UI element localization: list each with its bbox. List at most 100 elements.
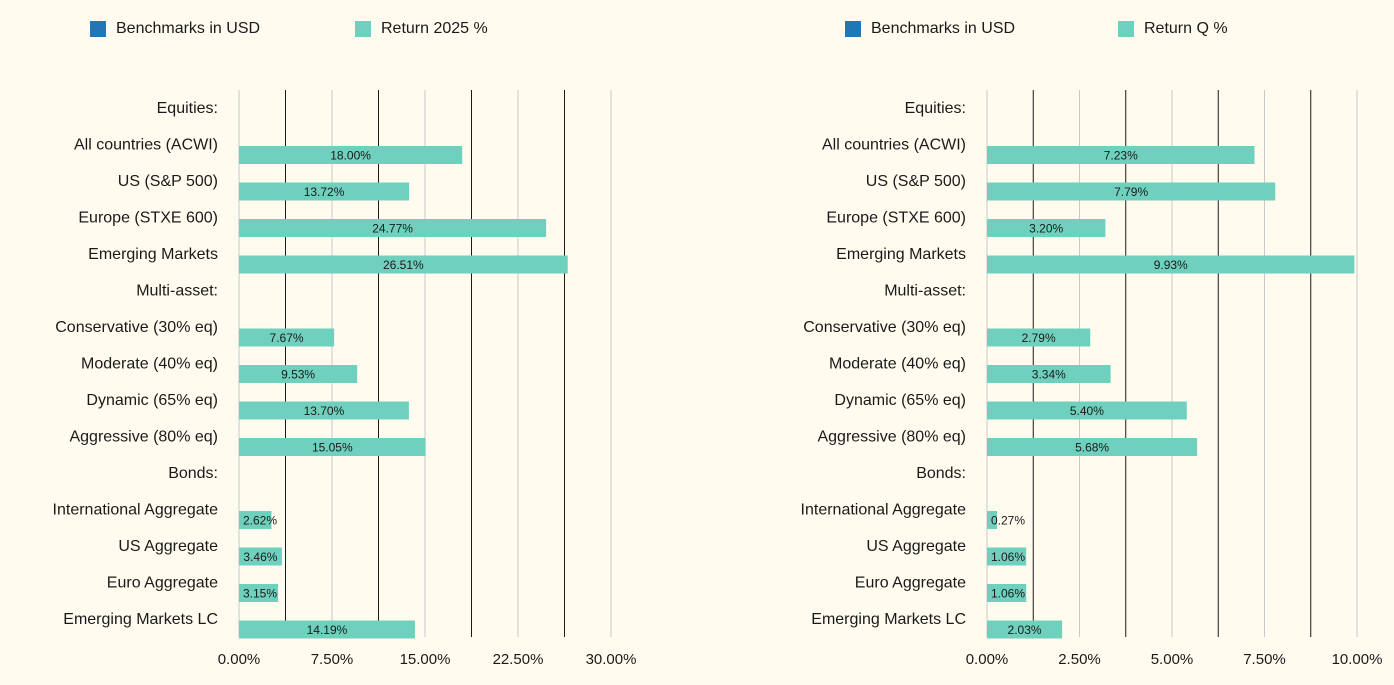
data-label: 1.06%: [991, 550, 1025, 564]
category-label: US Aggregate: [118, 538, 218, 555]
bar: [239, 146, 463, 164]
data-label: 18.00%: [330, 149, 371, 163]
bar: [239, 219, 547, 237]
bar: [987, 146, 1255, 164]
category-label: Dynamic (65% eq): [86, 392, 218, 409]
category-label: US (S&P 500): [118, 173, 218, 190]
legend-benchmarks: Benchmarks in USD: [845, 20, 1015, 38]
category-label: All countries (ACWI): [74, 137, 218, 154]
plot-area-2025: 18.00% 13.72% 24.77% 26.51% 7.67% 9.53% 13.70%…: [53, 90, 637, 668]
legend-label-return: Return Q %: [1144, 20, 1228, 37]
bar: [987, 584, 1027, 602]
x-tick-label: 30.00%: [586, 651, 637, 668]
x-tick-label: 10.00%: [1332, 651, 1383, 668]
data-label: 24.77%: [372, 222, 413, 236]
category-label: Dynamic (65% eq): [834, 392, 966, 409]
category-label: Emerging Markets: [88, 246, 218, 263]
category-label: International Aggregate: [801, 502, 967, 519]
category-label: US (S&P 500): [866, 173, 966, 190]
category-label: Emerging Markets LC: [811, 611, 966, 628]
data-label: 1.06%: [991, 587, 1025, 601]
x-tick-label: 5.00%: [1151, 651, 1194, 668]
category-label: Bonds:: [168, 465, 218, 482]
data-label: 15.05%: [312, 441, 353, 455]
bar: [987, 401, 1187, 420]
legend-return: Return 2025 %: [355, 20, 488, 38]
legend-label-benchmarks: Benchmarks in USD: [871, 20, 1016, 37]
bar: [987, 365, 1111, 383]
category-label: Aggressive (80% eq): [69, 429, 218, 446]
legend-swatch-benchmarks: [90, 21, 106, 37]
bar: [987, 620, 1063, 639]
data-label: 5.68%: [1075, 441, 1109, 455]
category-label: Multi-asset:: [136, 283, 218, 300]
bar: [239, 182, 410, 201]
category-label: All countries (ACWI): [822, 137, 966, 154]
chart-2025-returns: Benchmarks in USD Return 2025 % 18.00% 13…: [0, 0, 690, 680]
bar: [239, 511, 272, 529]
data-label: 7.79%: [1114, 185, 1148, 199]
bar: [987, 547, 1027, 566]
category-label: Bonds:: [916, 465, 966, 482]
category-label: US Aggregate: [866, 538, 966, 555]
bar: [987, 255, 1355, 274]
data-label: 3.46%: [243, 550, 277, 564]
bar: [239, 620, 415, 639]
x-tick-label: 2.50%: [1058, 651, 1101, 668]
category-label: Aggressive (80% eq): [817, 429, 966, 446]
legend-benchmarks: Benchmarks in USD: [90, 20, 260, 38]
legend-swatch-return: [1118, 21, 1134, 37]
category-label: Emerging Markets LC: [63, 611, 218, 628]
bar: [239, 328, 335, 347]
category-label: Multi-asset:: [884, 283, 966, 300]
data-label: 3.15%: [243, 587, 277, 601]
bar: [987, 511, 997, 529]
data-label: 2.03%: [1008, 623, 1042, 637]
data-label: 0.27%: [991, 514, 1025, 528]
bar: [239, 438, 426, 456]
x-tick-label: 7.50%: [311, 651, 354, 668]
bar: [987, 328, 1091, 347]
category-label: Equities:: [905, 100, 966, 117]
bar: [239, 255, 568, 274]
legend-swatch-return: [355, 21, 371, 37]
x-tick-label: 0.00%: [966, 651, 1009, 668]
category-label: Euro Aggregate: [107, 575, 218, 592]
data-label: 3.34%: [1032, 368, 1066, 382]
data-label: 9.53%: [281, 368, 315, 382]
data-label: 2.79%: [1022, 331, 1056, 345]
legend-return: Return Q %: [1118, 20, 1228, 38]
x-tick-label: 15.00%: [400, 651, 451, 668]
data-label: 13.70%: [304, 404, 345, 418]
bar: [239, 401, 409, 420]
bar: [987, 219, 1106, 237]
data-label: 3.20%: [1029, 222, 1063, 236]
data-label: 26.51%: [383, 258, 424, 272]
bar: [239, 365, 358, 383]
category-label: Emerging Markets: [836, 246, 966, 263]
category-label: Conservative (30% eq): [803, 319, 966, 336]
bar: [987, 182, 1276, 201]
bar: [239, 547, 282, 566]
bar: [239, 584, 279, 602]
x-tick-label: 22.50%: [493, 651, 544, 668]
category-label: International Aggregate: [53, 502, 219, 519]
data-label: 2.62%: [243, 514, 277, 528]
category-label: Europe (STXE 600): [78, 210, 218, 227]
category-label: Euro Aggregate: [855, 575, 966, 592]
category-label: Moderate (40% eq): [829, 356, 966, 373]
data-label: 7.67%: [270, 331, 304, 345]
category-label: Europe (STXE 600): [826, 210, 966, 227]
category-label: Conservative (30% eq): [55, 319, 218, 336]
legend-swatch-benchmarks: [845, 21, 861, 37]
plot-area-quarter: 7.23% 7.79% 3.20% 9.93% 2.79% 3.34% 5.40% 5.68%…: [801, 90, 1383, 668]
x-tick-label: 7.50%: [1243, 651, 1286, 668]
x-tick-label: 0.00%: [218, 651, 261, 668]
chart-quarter-returns: Benchmarks in USD Return Q % 7.23% 7.79% 3…: [700, 0, 1394, 680]
data-label: 14.19%: [307, 623, 348, 637]
category-label: Equities:: [157, 100, 218, 117]
data-label: 7.23%: [1104, 149, 1138, 163]
data-label: 9.93%: [1154, 258, 1188, 272]
bar: [987, 438, 1198, 456]
data-label: 13.72%: [304, 185, 345, 199]
